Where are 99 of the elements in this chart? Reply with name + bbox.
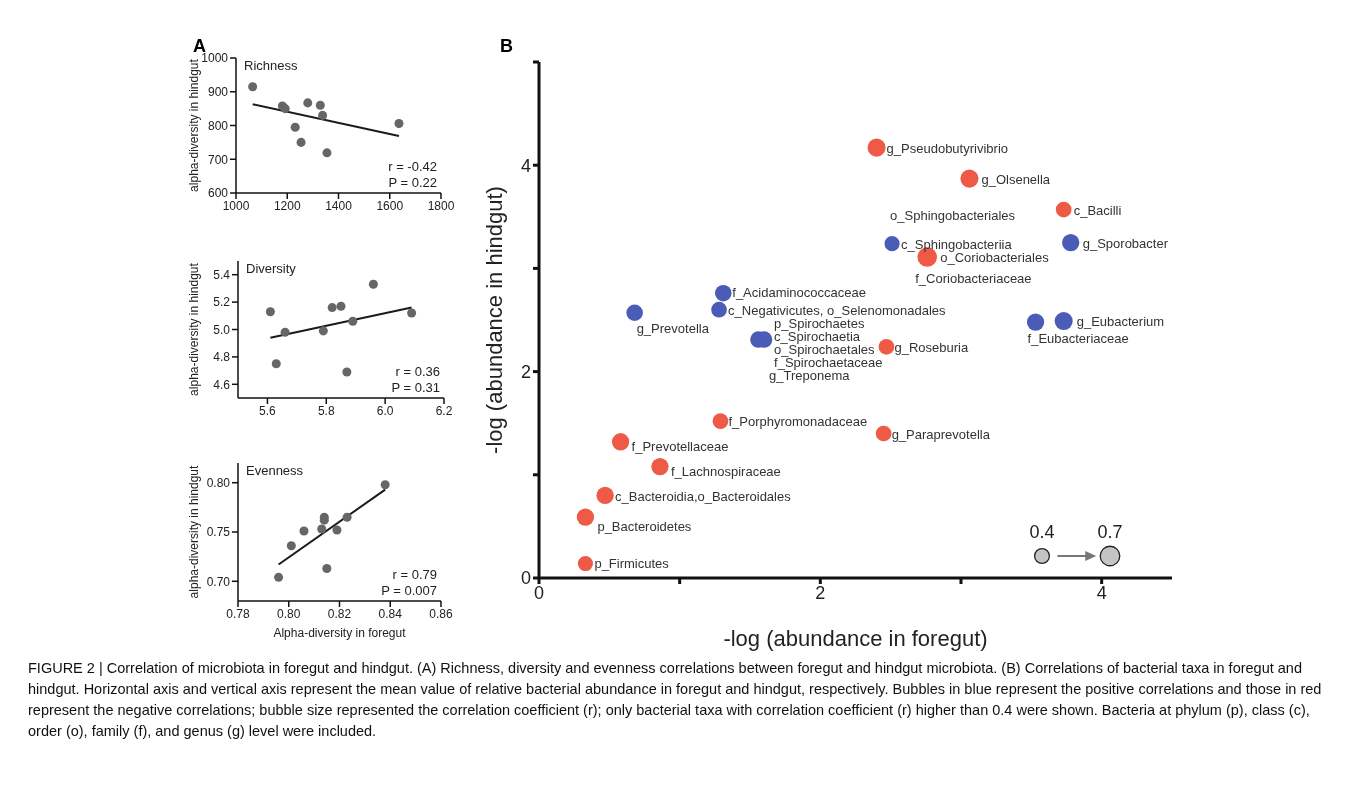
x-tick-label: 4 bbox=[1096, 582, 1107, 603]
text: B bbox=[500, 36, 513, 57]
y-tick-label: 1000 bbox=[201, 51, 229, 66]
y-tick-label: 600 bbox=[207, 186, 229, 201]
y-tick-label: 2 bbox=[520, 361, 531, 382]
y-tick-label: 700 bbox=[207, 152, 229, 167]
annotation: f_Coriobacteriaceae bbox=[915, 271, 1032, 287]
annotation: f_Prevotellaceae bbox=[631, 438, 729, 454]
x-axis-title: -log (abundance in foregut) bbox=[723, 626, 988, 651]
y-tick-label: 0.70 bbox=[206, 574, 231, 589]
point bbox=[332, 525, 342, 535]
point bbox=[286, 541, 296, 551]
point bbox=[265, 307, 275, 317]
point bbox=[336, 301, 346, 311]
x-tick-label: 0.80 bbox=[277, 606, 301, 621]
point bbox=[274, 572, 284, 582]
point bbox=[322, 148, 332, 158]
x-tick-label: 1800 bbox=[427, 198, 455, 213]
x-tick-label: 2 bbox=[815, 582, 826, 603]
x-tick-label: 6.0 bbox=[376, 403, 394, 418]
x-tick-label: 0 bbox=[533, 582, 545, 603]
annotation: P = 0.007 bbox=[381, 583, 437, 598]
annotation: p_Spirochaetes bbox=[774, 315, 865, 331]
y-tick-label: 0 bbox=[520, 568, 531, 589]
y-tick-label: 4.6 bbox=[213, 377, 231, 392]
annotation: f_Eubacteriaceae bbox=[1027, 331, 1129, 347]
chart-title: Richness bbox=[244, 58, 298, 73]
annotation: o_Coriobacteriales bbox=[940, 250, 1050, 266]
annotation: c_Bacilli bbox=[1073, 202, 1122, 218]
point bbox=[271, 359, 281, 369]
chart-title: Diversity bbox=[246, 261, 297, 276]
point bbox=[299, 526, 309, 536]
point bbox=[303, 98, 313, 108]
annotation: r = -0.42 bbox=[388, 159, 437, 174]
y-axis-title: alpha-diversity in hindgut bbox=[186, 58, 201, 192]
y-axis-title: alpha-diversity in hindgut bbox=[186, 262, 201, 396]
x-tick-label: 0.86 bbox=[429, 606, 453, 621]
point bbox=[342, 512, 352, 522]
y-tick-label: 5.0 bbox=[213, 322, 231, 337]
y-tick-label: 0.80 bbox=[206, 475, 231, 490]
x-tick-label: 0.78 bbox=[226, 606, 250, 621]
annotation: g_Prevotella bbox=[636, 320, 710, 336]
x-tick-label: 5.8 bbox=[317, 403, 335, 418]
annotation: c_Bacteroidia,o_Bacteroidales bbox=[615, 489, 792, 505]
point bbox=[327, 303, 337, 313]
legend-label: 0.7 bbox=[1097, 522, 1123, 542]
annotation: P = 0.22 bbox=[388, 175, 437, 190]
y-tick-label: 800 bbox=[207, 118, 229, 133]
point bbox=[322, 563, 332, 573]
caption: FIGURE 2 | Correlation of microbiota in foregut and hindgut. (A) Richness, diversity and evenness correlations between foregut and hindgut microbiota. (B) Correlations of bacterial taxa in foregut and hindgut. Horizontal axis and vertical axis represent the mean value of relative bacterial abundance in foregut and hindgut, respectively. Bubbles in blue represent the positive correlations and those in red represent the negative correlations; bubble size represented the correlation coefficient (r); only bacterial taxa with correlation coefficient (r) higher than 0.4 were shown. Bacteria at phylum (p), class (c), order (o), family (f), and genus (g) level were included. bbox=[28, 659, 1323, 742]
annotation: o_Sphingobacteriales bbox=[890, 207, 1016, 223]
point bbox=[348, 316, 358, 326]
x-tick-label: 1200 bbox=[273, 198, 301, 213]
point bbox=[394, 118, 404, 128]
y-tick-label: 5.2 bbox=[213, 295, 231, 310]
point bbox=[248, 82, 258, 92]
annotation: c_Sphingobacteriia bbox=[901, 236, 1013, 252]
y-tick-label: 0.75 bbox=[206, 525, 231, 540]
annotation: g_Paraprevotella bbox=[891, 426, 991, 442]
annotation: f_Acidaminococcaceae bbox=[732, 285, 866, 301]
annotation: g_Roseburia bbox=[894, 339, 969, 355]
y-axis-title: -log (abundance in hindgut) bbox=[481, 186, 507, 454]
point bbox=[380, 480, 390, 490]
annotation: p_Bacteroidetes bbox=[597, 519, 692, 535]
x-tick-label: 5.6 bbox=[259, 403, 277, 418]
y-tick-label: 900 bbox=[207, 85, 229, 100]
point bbox=[368, 279, 378, 289]
annotation: f_Porphyromonadaceae bbox=[728, 414, 868, 430]
point bbox=[342, 367, 352, 377]
y-tick-label: 5.4 bbox=[213, 267, 231, 282]
point bbox=[407, 308, 417, 318]
annotation: c_Negativicutes, o_Selenomonadales bbox=[728, 302, 947, 318]
point bbox=[315, 100, 325, 110]
y-tick-label: 4 bbox=[520, 155, 531, 176]
legend-label: 0.4 bbox=[1029, 522, 1055, 542]
point bbox=[280, 327, 290, 337]
annotation: g_Eubacterium bbox=[1076, 314, 1165, 330]
y-tick-label: 4.8 bbox=[213, 350, 231, 365]
x-tick-label: 0.84 bbox=[378, 606, 403, 621]
annotation: p_Firmicutes bbox=[594, 555, 670, 571]
annotation: r = 0.79 bbox=[392, 567, 437, 582]
x-tick-label: 1400 bbox=[325, 198, 353, 213]
point bbox=[318, 110, 328, 120]
annotation: P = 0.31 bbox=[391, 380, 440, 395]
point bbox=[318, 326, 328, 336]
annotation: g_Sporobacter bbox=[1082, 235, 1169, 251]
x-tick-label: 1600 bbox=[376, 198, 404, 213]
point bbox=[296, 137, 306, 147]
annotation: g_Olsenella bbox=[981, 171, 1051, 187]
x-tick-label: 6.2 bbox=[435, 403, 453, 418]
y-axis-title: alpha-diversity in hindgut bbox=[186, 464, 201, 599]
point bbox=[290, 122, 300, 132]
point bbox=[317, 524, 327, 534]
annotation: g_Pseudobutyrivibrio bbox=[886, 140, 1009, 156]
x-axis-title: Alpha-diversity in foregut bbox=[273, 626, 407, 640]
x-tick-label: 0.82 bbox=[327, 606, 352, 621]
annotation: r = 0.36 bbox=[395, 364, 440, 379]
chart-title: Evenness bbox=[246, 463, 304, 478]
annotation: f_Lachnospiraceae bbox=[670, 463, 781, 479]
